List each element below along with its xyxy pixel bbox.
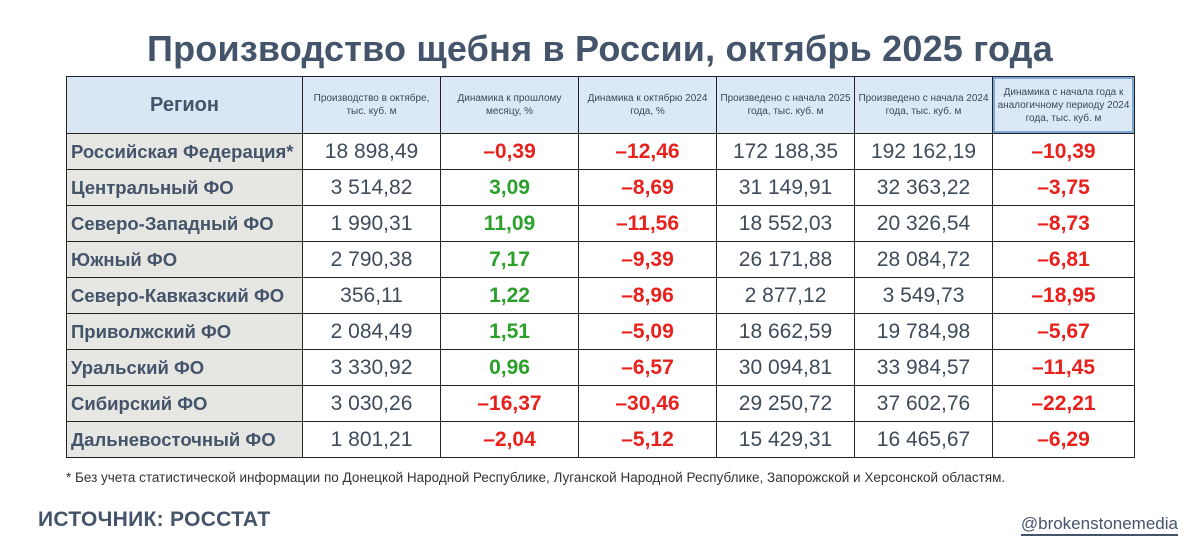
value-cell-ytd2024: 32 363,22 bbox=[854, 169, 993, 206]
value-cell-ytd2025: 2 877,12 bbox=[716, 277, 855, 314]
value-cell-oct: 3 514,82 bbox=[302, 169, 441, 206]
value-cell-ytd2025: 31 149,91 bbox=[716, 169, 855, 206]
value-cell-mom: 3,09 bbox=[440, 169, 579, 206]
value-cell-ytd2024: 19 784,98 bbox=[854, 313, 993, 350]
value-cell-ytd-change: –8,73 bbox=[992, 205, 1135, 242]
column-header-ytd-change: Динамика с начала года к аналогичному пе… bbox=[992, 76, 1135, 134]
value-cell-mom: –0,39 bbox=[440, 133, 579, 170]
value-cell-ytd-change: –22,21 bbox=[992, 385, 1135, 422]
region-cell: Южный ФО bbox=[66, 241, 303, 278]
data-table: Регион Производство в октябре, тыс. куб.… bbox=[66, 76, 1135, 458]
table-row: Северо-Западный ФО 1 990,31 11,09 –11,56 18 … bbox=[66, 205, 1135, 242]
value-cell-yoy: –9,39 bbox=[578, 241, 717, 278]
value-cell-ytd2024: 20 326,54 bbox=[854, 205, 993, 242]
column-header-yoy: Динамика к октябрю 2024 года, % bbox=[578, 76, 717, 134]
value-cell-oct: 1 801,21 bbox=[302, 421, 441, 458]
region-cell: Приволжский ФО bbox=[66, 313, 303, 350]
table-row: Сибирский ФО 3 030,26 –16,37 –30,46 29 250,7… bbox=[66, 385, 1135, 422]
table-row: Северо-Кавказский ФО 356,11 1,22 –8,96 2 877… bbox=[66, 277, 1135, 314]
value-cell-yoy: –8,96 bbox=[578, 277, 717, 314]
social-handle: @brokenstonemedia bbox=[1020, 514, 1178, 536]
region-cell: Северо-Западный ФО bbox=[66, 205, 303, 242]
value-cell-ytd-change: –6,81 bbox=[992, 241, 1135, 278]
value-cell-ytd2025: 30 094,81 bbox=[716, 349, 855, 386]
value-cell-oct: 3 330,92 bbox=[302, 349, 441, 386]
page-title: Производство щебня в России, октябрь 202… bbox=[147, 28, 1053, 69]
table-row: Приволжский ФО 2 084,49 1,51 –5,09 18 662,59… bbox=[66, 313, 1135, 350]
value-cell-oct: 3 030,26 bbox=[302, 385, 441, 422]
value-cell-ytd-change: –6,29 bbox=[992, 421, 1135, 458]
value-cell-mom: 1,22 bbox=[440, 277, 579, 314]
value-cell-ytd2024: 16 465,67 bbox=[854, 421, 993, 458]
value-cell-mom: 11,09 bbox=[440, 205, 579, 242]
column-header-oct: Производство в октябре, тыс. куб. м bbox=[302, 76, 441, 134]
header-row: Регион Производство в октябре, тыс. куб.… bbox=[66, 76, 1135, 134]
column-header-ytd2024: Произведено с начала 2024 года, тыс. куб… bbox=[854, 76, 993, 134]
value-cell-mom: –2,04 bbox=[440, 421, 579, 458]
value-cell-oct: 1 990,31 bbox=[302, 205, 441, 242]
value-cell-ytd-change: –18,95 bbox=[992, 277, 1135, 314]
value-cell-yoy: –11,56 bbox=[578, 205, 717, 242]
value-cell-mom: 1,51 bbox=[440, 313, 579, 350]
value-cell-oct: 356,11 bbox=[302, 277, 441, 314]
value-cell-ytd2024: 28 084,72 bbox=[854, 241, 993, 278]
value-cell-oct: 2 790,38 bbox=[302, 241, 441, 278]
column-header-ytd2025: Произведено с начала 2025 года, тыс. куб… bbox=[716, 76, 855, 134]
value-cell-mom: 7,17 bbox=[440, 241, 579, 278]
footnote: * Без учета статистической информации по… bbox=[66, 470, 1006, 485]
value-cell-ytd2024: 37 602,76 bbox=[854, 385, 993, 422]
value-cell-ytd2025: 29 250,72 bbox=[716, 385, 855, 422]
source-label: ИСТОЧНИК: РОССТАТ bbox=[38, 508, 271, 531]
region-cell: Северо-Кавказский ФО bbox=[66, 277, 303, 314]
value-cell-yoy: –12,46 bbox=[578, 133, 717, 170]
column-header-mom: Динамика к прошлому месяцу, % bbox=[440, 76, 579, 134]
value-cell-ytd2025: 15 429,31 bbox=[716, 421, 855, 458]
value-cell-yoy: –30,46 bbox=[578, 385, 717, 422]
table-body: Российская Федерация* 18 898,49 –0,39 –12,4… bbox=[66, 133, 1135, 458]
value-cell-ytd-change: –5,67 bbox=[992, 313, 1135, 350]
table-row: Центральный ФО 3 514,82 3,09 –8,69 31 149,91… bbox=[66, 169, 1135, 206]
table-row: Уральский ФО 3 330,92 0,96 –6,57 30 094,81 33… bbox=[66, 349, 1135, 386]
value-cell-ytd2024: 33 984,57 bbox=[854, 349, 993, 386]
region-cell: Уральский ФО bbox=[66, 349, 303, 386]
value-cell-ytd-change: –3,75 bbox=[992, 169, 1135, 206]
table-row: Российская Федерация* 18 898,49 –0,39 –12,4… bbox=[66, 133, 1135, 170]
value-cell-ytd2024: 3 549,73 bbox=[854, 277, 993, 314]
value-cell-mom: 0,96 bbox=[440, 349, 579, 386]
region-cell: Сибирский ФО bbox=[66, 385, 303, 422]
region-cell: Центральный ФО bbox=[66, 169, 303, 206]
value-cell-yoy: –5,09 bbox=[578, 313, 717, 350]
value-cell-yoy: –8,69 bbox=[578, 169, 717, 206]
column-header-region: Регион bbox=[66, 76, 303, 134]
value-cell-oct: 2 084,49 bbox=[302, 313, 441, 350]
value-cell-ytd2025: 172 188,35 bbox=[716, 133, 855, 170]
value-cell-ytd2024: 192 162,19 bbox=[854, 133, 993, 170]
value-cell-mom: –16,37 bbox=[440, 385, 579, 422]
value-cell-yoy: –5,12 bbox=[578, 421, 717, 458]
value-cell-yoy: –6,57 bbox=[578, 349, 717, 386]
value-cell-oct: 18 898,49 bbox=[302, 133, 441, 170]
value-cell-ytd2025: 18 662,59 bbox=[716, 313, 855, 350]
region-cell: Российская Федерация* bbox=[66, 133, 303, 170]
value-cell-ytd-change: –10,39 bbox=[992, 133, 1135, 170]
value-cell-ytd2025: 26 171,88 bbox=[716, 241, 855, 278]
region-cell: Дальневосточный ФО bbox=[66, 421, 303, 458]
value-cell-ytd-change: –11,45 bbox=[992, 349, 1135, 386]
table-row: Дальневосточный ФО 1 801,21 –2,04 –5,12 15 4… bbox=[66, 421, 1135, 458]
value-cell-ytd2025: 18 552,03 bbox=[716, 205, 855, 242]
table-row: Южный ФО 2 790,38 7,17 –9,39 26 171,88 28 084… bbox=[66, 241, 1135, 278]
